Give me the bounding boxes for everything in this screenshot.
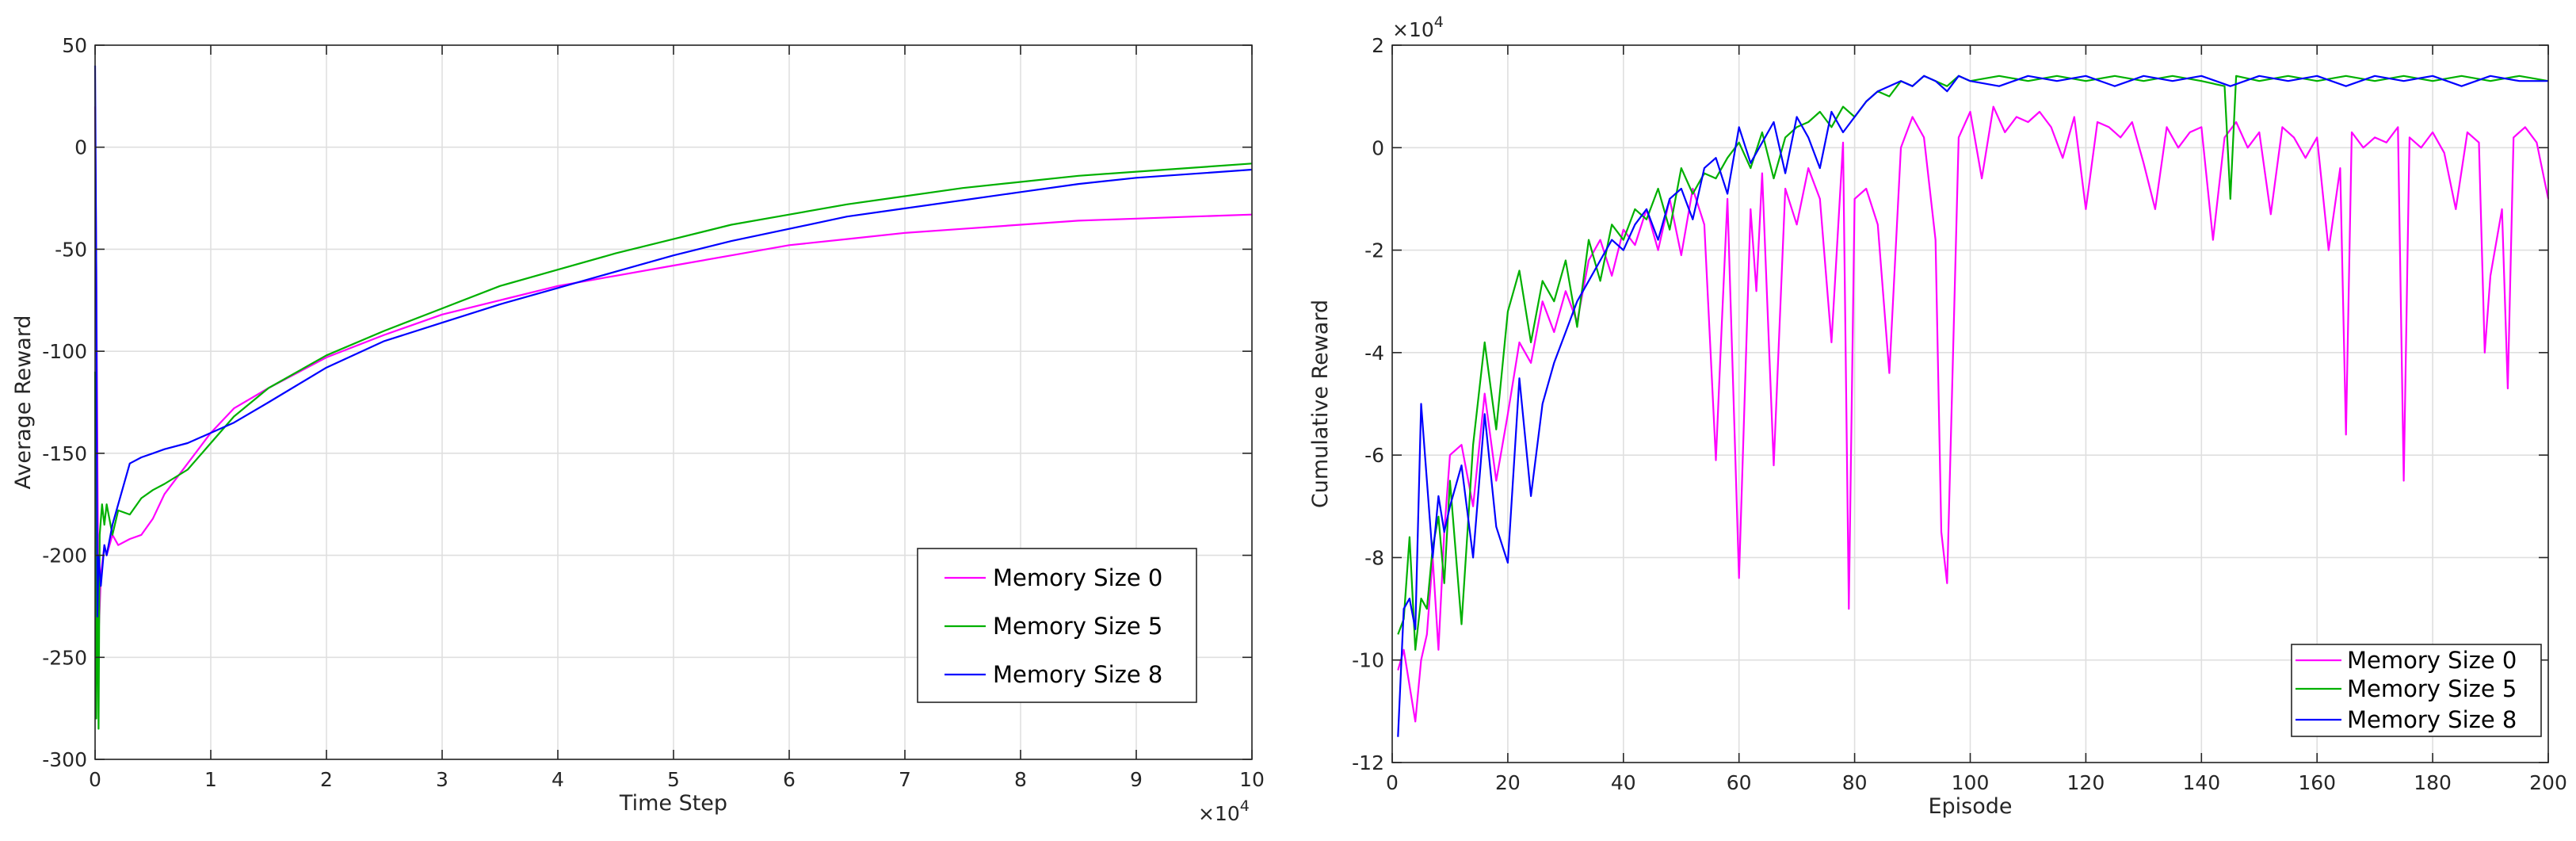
- x-tick-label: 0: [1386, 771, 1399, 794]
- legend-entry: Memory Size 0: [993, 564, 1162, 591]
- x-tick-label: 6: [783, 768, 796, 791]
- x-tick-label: 140: [2182, 771, 2220, 794]
- y-tick-label: -250: [42, 646, 87, 669]
- y-tick-label: -300: [42, 748, 87, 771]
- y-tick-label: -2: [1364, 239, 1384, 262]
- y-tick-label: -12: [1352, 751, 1384, 774]
- y-tick-label: -50: [55, 238, 87, 261]
- x-tick-label: 7: [899, 768, 911, 791]
- x-tick-label: 9: [1130, 768, 1143, 791]
- series-line-mem5: [93, 162, 1253, 730]
- x-tick-label: 1: [204, 768, 217, 791]
- x-tick-label: 2: [320, 768, 333, 791]
- legend-entry: Memory Size 8: [993, 661, 1162, 688]
- series-line-mem5: [1397, 75, 2549, 651]
- y-tick-label: -100: [42, 340, 87, 363]
- x-tick-label: 3: [436, 768, 448, 791]
- average-reward-chart: 0 1 2 3 4 5 6 7 8 9 10 -300 -250 -200 -150 -100 -50 0 50 Ti…: [11, 34, 1265, 825]
- x-tick-label: 200: [2529, 771, 2567, 794]
- y-tick-label: -8: [1364, 546, 1384, 569]
- x-tick-label: 160: [2298, 771, 2336, 794]
- series-line-mem8: [93, 65, 1253, 617]
- y-axis-exponent: ×104: [1392, 13, 1444, 41]
- x-tick-label: 120: [2067, 771, 2105, 794]
- x-tick-label: 180: [2414, 771, 2452, 794]
- legend-entry: Memory Size 0: [2347, 647, 2517, 674]
- y-tick-label: 0: [1372, 136, 1384, 159]
- y-axis-label: Average Reward: [11, 315, 36, 489]
- x-tick-label: 0: [89, 768, 101, 791]
- series-line-mem0: [1397, 105, 2550, 723]
- y-tick-label: -10: [1352, 649, 1384, 672]
- x-tick-label: 4: [551, 768, 564, 791]
- y-tick-label: -4: [1364, 342, 1384, 365]
- x-tick-label: 10: [1239, 768, 1265, 791]
- y-tick-label: -200: [42, 545, 87, 568]
- x-axis-exponent: ×104: [1198, 797, 1250, 825]
- legend-entry: Memory Size 8: [2347, 706, 2517, 733]
- legend-entry: Memory Size 5: [993, 613, 1162, 640]
- x-tick-label: 100: [1952, 771, 1990, 794]
- x-tick-label: 40: [1611, 771, 1636, 794]
- y-axis-label: Cumulative Reward: [1308, 300, 1333, 508]
- x-tick-label: 60: [1727, 771, 1752, 794]
- y-tick-label: 2: [1372, 34, 1384, 57]
- y-tick-label: 0: [74, 136, 87, 159]
- x-axis-label: Time Step: [619, 791, 727, 816]
- y-tick-label: 50: [62, 34, 87, 57]
- y-tick-label: -6: [1364, 444, 1384, 467]
- x-tick-label: 8: [1014, 768, 1027, 791]
- x-axis-label: Episode: [1928, 794, 2012, 819]
- legend-entry: Memory Size 5: [2347, 675, 2517, 702]
- y-tick-label: -150: [42, 442, 87, 465]
- x-tick-label: 80: [1842, 771, 1868, 794]
- series-line-mem8: [1397, 75, 2548, 737]
- x-tick-label: 20: [1495, 771, 1521, 794]
- cumulative-reward-chart: 0 20 40 60 80 100 120 140 160 180 200-12-10-8-6-4-…: [1308, 13, 2567, 819]
- x-tick-label: 5: [667, 768, 680, 791]
